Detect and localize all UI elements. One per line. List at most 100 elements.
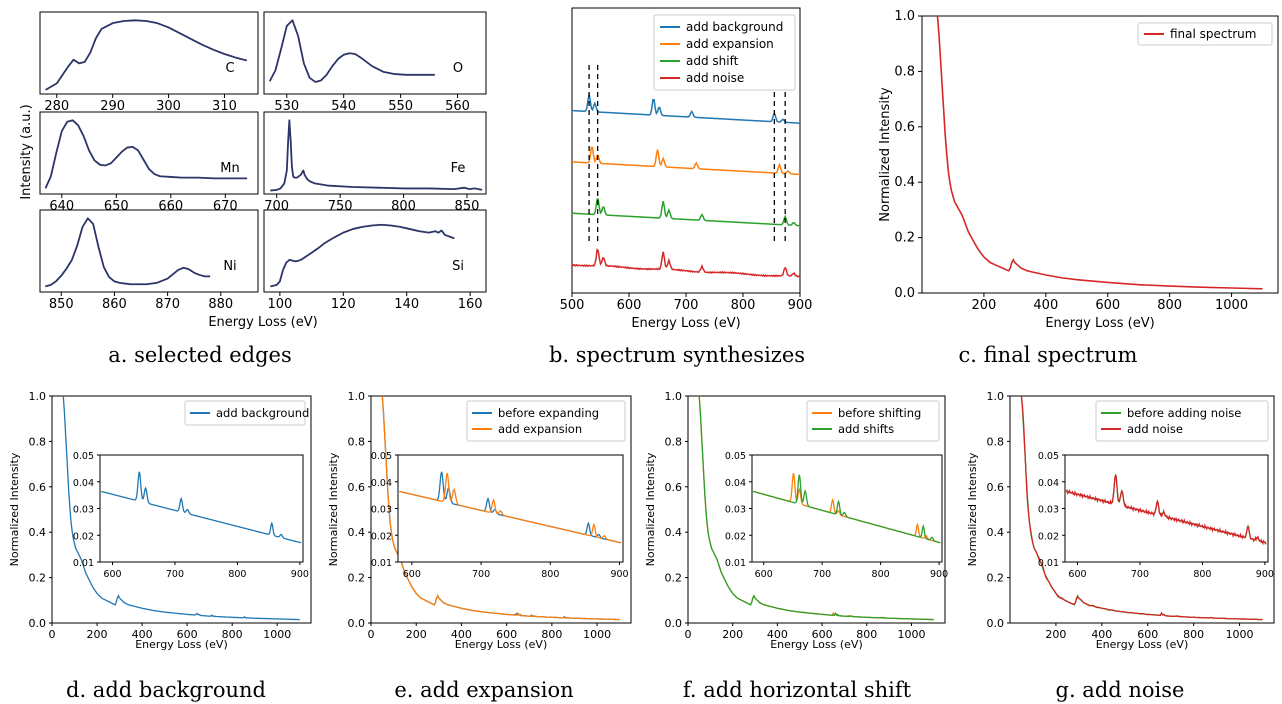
panel-d-ytick-label: 0.2 — [29, 572, 47, 585]
panel-d-inset-xtick-label: 700 — [166, 569, 184, 580]
panel-f-inset-ytick-label: 0.04 — [725, 478, 746, 489]
panel-b-legend-box — [653, 14, 796, 91]
panel-c-xtick-label: 200 — [971, 298, 996, 313]
panel-f-legend-label: before shifting — [838, 406, 921, 420]
panel-b-line — [571, 94, 801, 124]
panel-g-line — [1020, 396, 1263, 621]
edge-mn-xtick-label: 650 — [104, 199, 129, 214]
panel-e-xlabel: Energy Loss (eV) — [455, 638, 548, 651]
panel-f-inset-ytick-label: 0.02 — [725, 531, 746, 542]
panel-e-ytick-label: 0.8 — [348, 435, 366, 448]
edge-c-frame — [39, 11, 259, 95]
panel-c-ytick-label: 0.8 — [894, 64, 915, 79]
edge-fe-xtick-label: 850 — [455, 199, 480, 214]
panel-d-line — [62, 395, 300, 621]
panel-e-ytick-label: 0.4 — [348, 526, 366, 539]
panel-d-legend-box — [184, 400, 306, 426]
panel-g-inset-xtick-label: 600 — [1068, 569, 1086, 580]
panel-f-xtick-label: 600 — [812, 628, 833, 641]
panel-g-ylabel: Normalized Intensity — [966, 452, 979, 566]
panel-c-xtick-label: 400 — [1033, 298, 1058, 313]
panel-e-ytick-label: 0.6 — [348, 481, 366, 494]
panel-g-xtick-label: 400 — [1091, 628, 1112, 641]
edge-si-frame — [263, 209, 487, 293]
edge-fe-xtick-label: 800 — [391, 199, 416, 214]
panel-e-line — [381, 395, 620, 621]
panel-f-inset-ytick-label: 0.03 — [725, 505, 746, 516]
edge-o-xtick-label: 560 — [445, 99, 470, 114]
panel-e-xtick-label: 400 — [451, 628, 472, 641]
edge-mn-frame — [39, 111, 259, 195]
edge-fe-element-label: Fe — [451, 161, 466, 176]
panel-e-inset-line — [399, 472, 622, 544]
panel-f-xtick-label: 800 — [856, 628, 877, 641]
panel-g-ytick-label: 0.2 — [987, 572, 1005, 585]
panel-d-frame — [51, 395, 312, 624]
panel-b-legend-label: add expansion — [686, 37, 774, 51]
edge-c-element-label: C — [225, 61, 234, 76]
panel-f-ytick-label: 0.2 — [665, 572, 683, 585]
panel-g-frame — [1009, 395, 1275, 624]
panel-e-inset-xtick-label: 600 — [403, 569, 421, 580]
panel-d-ytick-label: 0.8 — [29, 435, 47, 448]
edge-ni-curve — [45, 217, 211, 288]
panel-d-xtick-label: 400 — [132, 628, 153, 641]
panel-c-ytick-label: 0.2 — [894, 231, 915, 246]
panel-g-inset-xtick-label: 700 — [1131, 569, 1149, 580]
panel-b-legend-label: add noise — [686, 71, 744, 85]
panel-d-ytick-label: 1.0 — [29, 390, 47, 403]
edge-mn-xtick-label: 670 — [213, 199, 238, 214]
panel-d-legend-label: add background — [216, 406, 309, 420]
panel-g-legend-label: before adding noise — [1127, 406, 1241, 420]
edge-o-xtick-label: 530 — [274, 99, 299, 114]
panel-c-ylabel: Normalized Intensity — [878, 87, 893, 222]
panel-d-ytick-label: 0.6 — [29, 481, 47, 494]
caption-c: c. final spectrum — [959, 343, 1138, 367]
edge-c-xtick-label: 280 — [44, 99, 69, 114]
edge-fe-curve — [270, 119, 483, 192]
panel-f-xtick-label: 400 — [767, 628, 788, 641]
panel-a-ylabel: Intensity (a.u.) — [19, 104, 34, 199]
edge-ni-xtick-label: 860 — [102, 297, 127, 312]
panel-d-ylabel: Normalized Intensity — [8, 452, 21, 566]
caption-e: e. add expansion — [394, 678, 573, 702]
panel-f-ytick-label: 0.4 — [665, 526, 683, 539]
edge-mn-element-label: Mn — [220, 161, 239, 176]
panel-c-xtick-label: 800 — [1157, 298, 1182, 313]
panel-f-ytick-label: 1.0 — [665, 390, 683, 403]
edge-si-element-label: Si — [452, 259, 464, 274]
edge-ni-xtick-label: 880 — [208, 297, 233, 312]
edge-mn-xtick-label: 640 — [49, 199, 74, 214]
edge-fe-xtick-label: 750 — [328, 199, 353, 214]
panel-e-xtick-label: 0 — [368, 628, 375, 641]
panel-e-xtick-label: 1000 — [583, 628, 611, 641]
panel-e-ytick-label: 1.0 — [348, 390, 366, 403]
panel-g-inset-ytick-label: 0.01 — [1038, 558, 1059, 569]
panel-g-inset-xtick-label: 800 — [1193, 569, 1211, 580]
panel-f-line — [698, 395, 934, 621]
panel-d-xlabel: Energy Loss (eV) — [135, 638, 228, 651]
panel-g-xtick-label: 1000 — [1226, 628, 1254, 641]
edge-si-xtick-label: 120 — [331, 297, 356, 312]
caption-d: d. add background — [66, 678, 266, 702]
edge-fe-xtick-label: 700 — [264, 199, 289, 214]
panel-c-ytick-label: 0.6 — [894, 120, 915, 135]
panel-e-inset-xtick-label: 700 — [472, 569, 490, 580]
panel-c-ytick-label: 1.0 — [894, 9, 915, 24]
panel-e-ytick-label: 0.2 — [348, 572, 366, 585]
panel-e-inset-ytick-label: 0.01 — [371, 558, 392, 569]
panel-b-xtick-label: 900 — [788, 298, 813, 313]
panel-g-add-noise: 200 400 600 800 1000 0.0 0.2 0.4 0.6 0.8 1.0 Energy… — [966, 390, 1275, 651]
panel-g-ytick-label: 0.0 — [987, 617, 1005, 630]
panel-g-xtick-label: 600 — [1137, 628, 1158, 641]
panel-g-ytick-label: 0.8 — [987, 435, 1005, 448]
panel-d-inset-line — [101, 471, 302, 544]
panel-d-inset-ytick-label: 0.05 — [73, 451, 94, 462]
panel-e-inset-ytick-label: 0.02 — [371, 531, 392, 542]
panel-b-legend-label: add background — [686, 20, 783, 34]
panel-c-line — [936, 15, 1263, 290]
edge-ni-element-label: Ni — [223, 259, 236, 274]
edge-mn-curve — [44, 119, 248, 189]
panel-g-inset-xtick-label: 900 — [1256, 569, 1274, 580]
panel-g-xtick-label: 200 — [1045, 628, 1066, 641]
